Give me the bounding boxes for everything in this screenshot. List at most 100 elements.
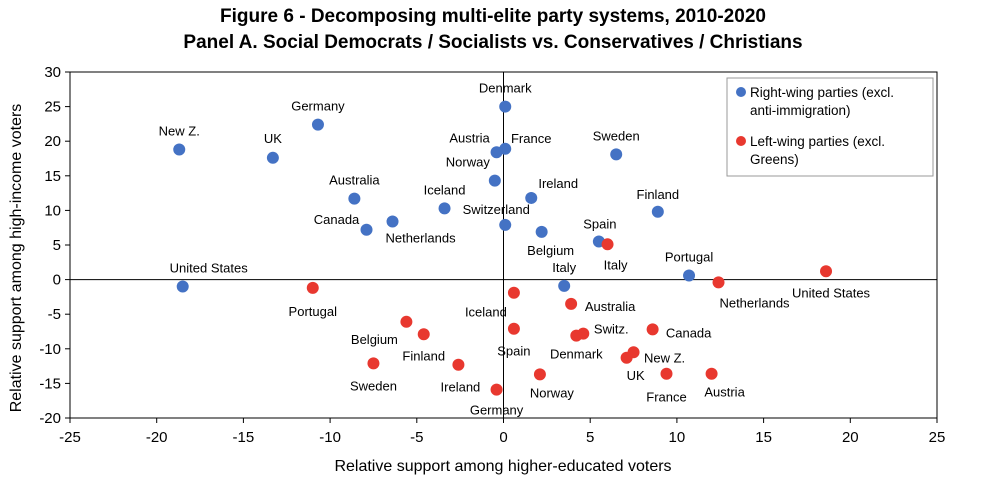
- data-label: Austria: [449, 130, 490, 145]
- x-tick-label: 20: [842, 429, 859, 446]
- y-tick-label: 25: [44, 99, 61, 116]
- data-point: [570, 329, 583, 342]
- data-point: [438, 202, 451, 215]
- data-point: [620, 351, 633, 364]
- x-tick-label: 25: [929, 429, 946, 446]
- data-label: France: [511, 131, 551, 146]
- data-point: [367, 357, 380, 370]
- data-point: [565, 297, 578, 310]
- data-point: [712, 276, 725, 289]
- data-label: Netherlands: [385, 230, 456, 245]
- legend-marker: [736, 87, 746, 97]
- data-label: Germany: [291, 99, 345, 114]
- data-point: [417, 328, 430, 341]
- data-label: United States: [170, 261, 249, 276]
- data-point: [820, 265, 833, 278]
- data-label: Switzerland: [463, 202, 530, 217]
- data-point: [306, 281, 319, 294]
- x-tick-label: 0: [499, 429, 507, 446]
- data-label: Netherlands: [719, 295, 790, 310]
- data-label: Spain: [583, 217, 616, 232]
- series-right-wing: New Z. UK Germany Australia Canada Netherland…: [159, 81, 713, 293]
- data-label: Denmark: [479, 81, 532, 96]
- legend-marker: [736, 136, 746, 146]
- data-point: [386, 215, 399, 228]
- data-label: New Z.: [159, 124, 200, 139]
- y-tick-label: 20: [44, 133, 61, 150]
- x-tick-label: 10: [669, 429, 686, 446]
- data-label: Denmark: [550, 347, 603, 362]
- axes: -25 -20 -15 -10 -5 0 5 10 15 20 25 -20 -15 -10 -5 0 5 10 1…: [39, 64, 945, 446]
- data-label: Australia: [585, 299, 636, 314]
- data-label: Norway: [530, 385, 575, 400]
- x-tick-label: 15: [755, 429, 772, 446]
- data-point: [535, 225, 548, 238]
- data-label: United States: [792, 285, 871, 300]
- data-label: Portugal: [289, 304, 338, 319]
- y-tick-label: 15: [44, 168, 61, 185]
- data-point: [651, 205, 664, 218]
- data-point: [705, 367, 718, 380]
- data-point: [173, 143, 186, 156]
- chart-subtitle: Panel A. Social Democrats / Socialists v…: [183, 32, 802, 53]
- x-tick-label: 5: [586, 429, 594, 446]
- data-point: [499, 142, 512, 155]
- data-point: [558, 279, 571, 292]
- data-label: Belgium: [527, 243, 574, 258]
- data-label: Italy: [604, 257, 628, 272]
- data-point: [683, 269, 696, 282]
- data-label: Norway: [446, 155, 491, 170]
- data-label: Iceland: [424, 182, 466, 197]
- data-point: [360, 223, 373, 236]
- data-label: Italy: [552, 260, 576, 275]
- data-point: [525, 191, 538, 204]
- y-tick-label: 10: [44, 202, 61, 219]
- y-tick-label: 30: [44, 64, 61, 81]
- y-axis-label: Relative support among high-income voter…: [8, 104, 25, 413]
- data-label: Sweden: [350, 378, 397, 393]
- y-tick-label: 5: [53, 237, 61, 254]
- data-label: France: [646, 390, 686, 405]
- data-points: New Z. UK Germany Australia Canada Netherland…: [159, 81, 871, 418]
- chart-title: Figure 6 - Decomposing multi-elite party…: [220, 6, 766, 27]
- x-tick-label: -15: [233, 429, 255, 446]
- legend-box: [726, 77, 934, 177]
- x-tick-label: -10: [319, 429, 341, 446]
- data-point: [488, 174, 501, 187]
- data-label: Ireland: [538, 176, 578, 191]
- data-label: Spain: [497, 344, 530, 359]
- data-point: [452, 358, 465, 371]
- data-point: [400, 315, 413, 328]
- y-tick-label: -20: [39, 410, 61, 427]
- legend-label: Left-wing parties (excl.: [750, 134, 885, 149]
- data-point: [533, 368, 546, 381]
- x-tick-label: -20: [146, 429, 168, 446]
- data-label: UK: [627, 368, 645, 383]
- y-tick-label: -15: [39, 375, 61, 392]
- data-label: New Z.: [644, 350, 685, 365]
- data-point: [610, 148, 623, 161]
- data-label: Switz.: [594, 322, 629, 337]
- x-tick-label: -25: [59, 429, 81, 446]
- data-point: [601, 238, 614, 251]
- data-point: [176, 280, 189, 293]
- y-tick-label: -10: [39, 341, 61, 358]
- data-point: [348, 192, 361, 205]
- data-label: Iceland: [465, 305, 507, 320]
- data-label: Germany: [470, 403, 524, 418]
- data-label: Ireland: [441, 380, 481, 395]
- x-tick-label: -5: [410, 429, 423, 446]
- data-label: Finland: [637, 187, 680, 202]
- data-point: [499, 100, 512, 113]
- legend-label: Greens): [750, 152, 799, 167]
- data-point: [660, 367, 673, 380]
- legend: Right-wing parties (excl. anti-immigratio…: [726, 77, 934, 177]
- data-label: Finland: [402, 348, 445, 363]
- data-label: Austria: [704, 385, 745, 400]
- data-label: Canada: [314, 212, 360, 227]
- data-label: Australia: [329, 173, 380, 188]
- data-point: [499, 218, 512, 231]
- data-point: [507, 322, 520, 335]
